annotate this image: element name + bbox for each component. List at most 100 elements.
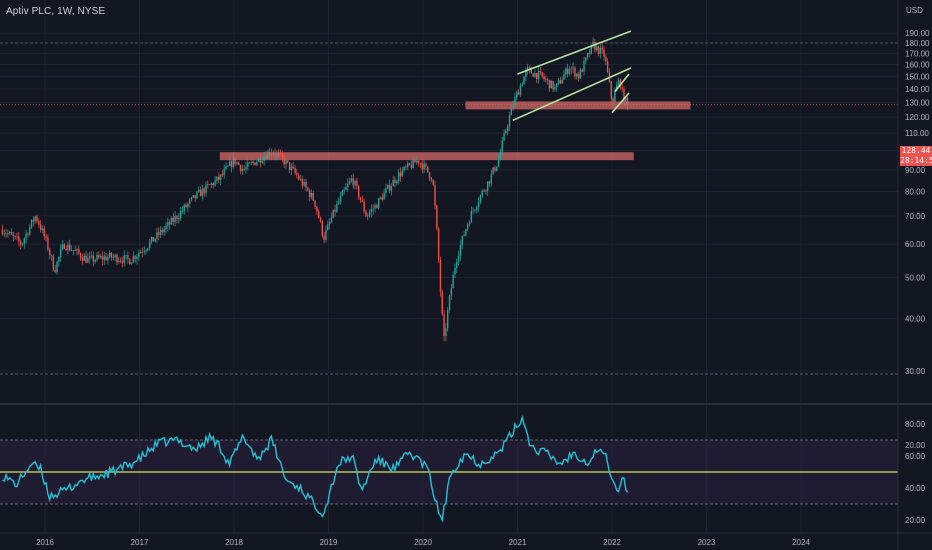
candle-body [45,236,47,238]
candle-body [526,67,529,71]
candle-body [78,249,80,254]
last-price-badge[interactable]: 128.44 28:14:57 [900,146,932,166]
candle-body [159,229,162,235]
candle-body [350,178,353,181]
candle-body [5,233,7,235]
candle-body [12,234,15,237]
candle-body [136,256,138,259]
candle-body [29,226,31,235]
candle-body [143,251,145,252]
candle-body [112,256,115,258]
price-tick-label: 130.00 [905,99,930,108]
candle-body [488,181,491,184]
candle-body [152,237,155,242]
candle-body [361,200,364,202]
price-tick-label: 20.00 [905,441,926,450]
candle-body [592,41,594,45]
candle-body [316,206,318,212]
candle-body [494,167,496,171]
candle-body [345,186,347,190]
candle-body [76,249,78,251]
candle-body [541,72,543,77]
candle-body [397,172,400,181]
candle-body [272,153,274,154]
candle-body [517,92,520,95]
rsi-tick-label: 80.00 [905,420,926,429]
candle-body [412,159,414,168]
candle-body [563,74,565,80]
channel-upper [517,30,632,75]
candle-body [454,267,456,275]
candle-body [270,153,273,156]
candle-body [625,97,627,105]
candle-body [485,190,487,192]
time-tick-label: 2018 [225,538,243,547]
candle-body [267,151,269,159]
candle-body [432,180,434,185]
candle-body [374,205,376,209]
candle-body [339,195,342,202]
candle-body [150,237,153,243]
candle-body [583,60,585,72]
price-tick-label: 90.00 [905,166,926,175]
candle-body [87,258,89,263]
candle-body [259,157,262,163]
candle-body [626,97,629,105]
candle-body [505,131,507,134]
candle-body [119,260,122,262]
candle-body [279,153,282,154]
candle-body [41,228,44,230]
candle-body [357,185,360,198]
candle-body [499,151,502,160]
candle-body [354,181,356,186]
candle-body [278,152,280,154]
candle-body [317,211,320,218]
candle-body [559,80,562,84]
candle-body [72,250,75,252]
candle-body [492,167,494,174]
candle-body [61,244,64,250]
candle-body [550,81,553,89]
candle-body [532,73,534,77]
candle-body [399,172,402,177]
candle-body [456,261,458,268]
candle-body [546,79,549,81]
candle-body [30,219,33,227]
candle-body [170,217,173,225]
candle-body [154,238,156,242]
symbol-title[interactable]: Aptiv PLC, 1W, NYSE [6,6,106,17]
candle-body [377,198,380,209]
candle-body [123,255,125,263]
candle-body [387,184,389,189]
candle-body [610,81,612,99]
candle-body [85,255,87,263]
candle-body [181,210,184,212]
time-tick-label: 2023 [698,538,716,547]
candle-body [554,87,556,90]
candle-body [510,107,513,116]
candle-body [556,83,558,88]
candle-body [163,229,165,233]
trend-layer [512,30,632,122]
rsi-tick-label: 60.00 [905,452,926,461]
candle-body [481,190,483,196]
candle-body [228,161,231,166]
channel-lower [512,67,632,122]
candle-body [179,211,182,218]
candle-body [416,160,418,163]
candle-body [221,174,224,176]
candle-body [168,222,171,225]
candle-body [414,159,416,163]
candle-body [114,255,116,257]
candle-body [92,255,95,262]
candle-body [23,238,25,244]
candle-body [461,235,463,245]
candle-body [256,161,258,166]
candle-body [203,188,205,194]
candle-body [552,81,554,90]
candle-body [486,181,489,191]
candle-body [530,68,533,74]
candle-body [565,68,567,75]
candle-body [383,192,385,200]
